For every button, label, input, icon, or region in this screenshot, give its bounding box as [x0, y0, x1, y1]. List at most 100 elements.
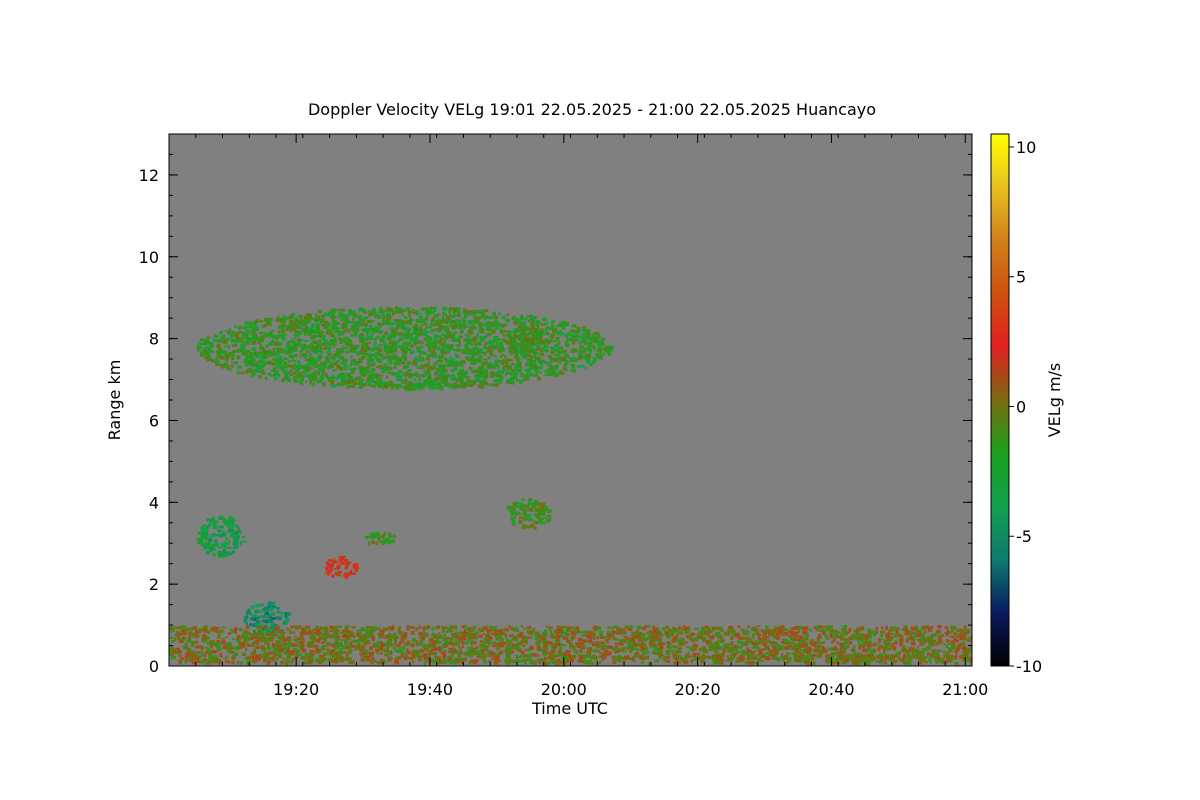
return-feature — [169, 625, 972, 666]
velocity-pixel — [318, 330, 324, 335]
velocity-pixel — [499, 343, 503, 347]
velocity-pixel — [516, 657, 519, 660]
velocity-pixel — [525, 517, 530, 521]
velocity-pixel — [361, 352, 367, 356]
velocity-pixel — [429, 354, 433, 357]
velocity-pixel — [256, 356, 260, 359]
velocity-pixel — [534, 348, 537, 353]
velocity-pixel — [484, 309, 489, 313]
velocity-pixel — [462, 375, 467, 378]
velocity-pixel — [577, 357, 583, 361]
velocity-pixel — [483, 352, 487, 356]
velocity-pixel — [386, 646, 389, 651]
velocity-pixel — [432, 643, 436, 647]
velocity-pixel — [391, 539, 395, 543]
velocity-pixel — [472, 625, 477, 628]
velocity-pixel — [446, 347, 449, 350]
velocity-pixel — [935, 660, 940, 664]
velocity-pixel — [737, 645, 743, 649]
velocity-pixel — [297, 365, 303, 369]
velocity-pixel — [452, 646, 455, 649]
velocity-pixel — [213, 543, 216, 546]
velocity-pixel — [758, 639, 761, 643]
velocity-pixel — [415, 358, 420, 362]
velocity-pixel — [467, 310, 471, 313]
velocity-pixel — [230, 336, 233, 340]
velocity-pixel — [318, 343, 322, 347]
velocity-pixel — [345, 627, 349, 630]
velocity-pixel — [526, 625, 532, 629]
velocity-pixel — [562, 358, 567, 361]
velocity-pixel — [236, 338, 239, 342]
velocity-pixel — [817, 629, 822, 633]
velocity-pixel — [648, 634, 652, 638]
velocity-pixel — [514, 647, 518, 651]
velocity-pixel — [914, 630, 918, 635]
velocity-pixel — [391, 329, 396, 333]
velocity-pixel — [969, 647, 972, 651]
velocity-pixel — [499, 354, 502, 359]
velocity-pixel — [599, 641, 605, 644]
velocity-pixel — [578, 348, 582, 352]
velocity-pixel — [220, 542, 223, 546]
velocity-pixel — [426, 340, 430, 345]
velocity-pixel — [543, 343, 546, 348]
velocity-pixel — [575, 338, 579, 341]
velocity-pixel — [433, 362, 438, 365]
velocity-pixel — [899, 643, 903, 647]
velocity-pixel — [286, 378, 292, 381]
velocity-pixel — [315, 657, 319, 660]
velocity-pixel — [264, 620, 270, 624]
velocity-pixel — [419, 355, 423, 359]
velocity-pixel — [269, 615, 272, 619]
velocity-pixel — [431, 318, 436, 322]
velocity-pixel — [450, 636, 455, 640]
velocity-pixel — [910, 647, 915, 651]
velocity-pixel — [363, 356, 367, 359]
velocity-pixel — [457, 324, 461, 327]
velocity-pixel — [358, 368, 362, 371]
velocity-pixel — [387, 306, 390, 311]
velocity-pixel — [216, 353, 220, 358]
velocity-pixel — [485, 369, 489, 374]
velocity-pixel — [549, 369, 554, 373]
velocity-pixel — [492, 366, 496, 370]
velocity-pixel — [866, 659, 869, 663]
velocity-pixel — [336, 363, 341, 367]
velocity-pixel — [334, 383, 339, 387]
velocity-pixel — [435, 322, 439, 326]
velocity-pixel — [410, 337, 415, 342]
velocity-pixel — [473, 319, 477, 323]
velocity-pixel — [535, 371, 539, 375]
velocity-pixel — [631, 643, 636, 647]
velocity-pixel — [462, 308, 467, 312]
velocity-pixel — [261, 620, 266, 623]
velocity-pixel — [323, 647, 326, 650]
velocity-pixel — [476, 655, 481, 658]
velocity-pixel — [567, 343, 570, 347]
velocity-pixel — [529, 364, 532, 368]
velocity-pixel — [222, 530, 226, 534]
velocity-pixel — [288, 360, 292, 363]
velocity-pixel — [462, 371, 467, 374]
velocity-pixel — [644, 625, 649, 628]
velocity-pixel — [174, 647, 180, 650]
velocity-pixel — [445, 630, 449, 634]
velocity-pixel — [269, 319, 272, 322]
velocity-pixel — [562, 326, 566, 330]
velocity-pixel — [218, 554, 222, 558]
velocity-pixel — [343, 378, 347, 382]
velocity-pixel — [401, 651, 406, 655]
velocity-pixel — [230, 532, 236, 535]
velocity-pixel — [483, 361, 487, 366]
velocity-pixel — [468, 636, 473, 639]
velocity-pixel — [946, 629, 949, 632]
velocity-pixel — [539, 506, 544, 510]
velocity-pixel — [529, 659, 533, 663]
velocity-pixel — [401, 334, 406, 337]
velocity-pixel — [527, 502, 532, 506]
velocity-pixel — [521, 498, 525, 501]
velocity-pixel — [265, 356, 268, 359]
velocity-pixel — [592, 360, 596, 364]
velocity-pixel — [382, 642, 385, 645]
